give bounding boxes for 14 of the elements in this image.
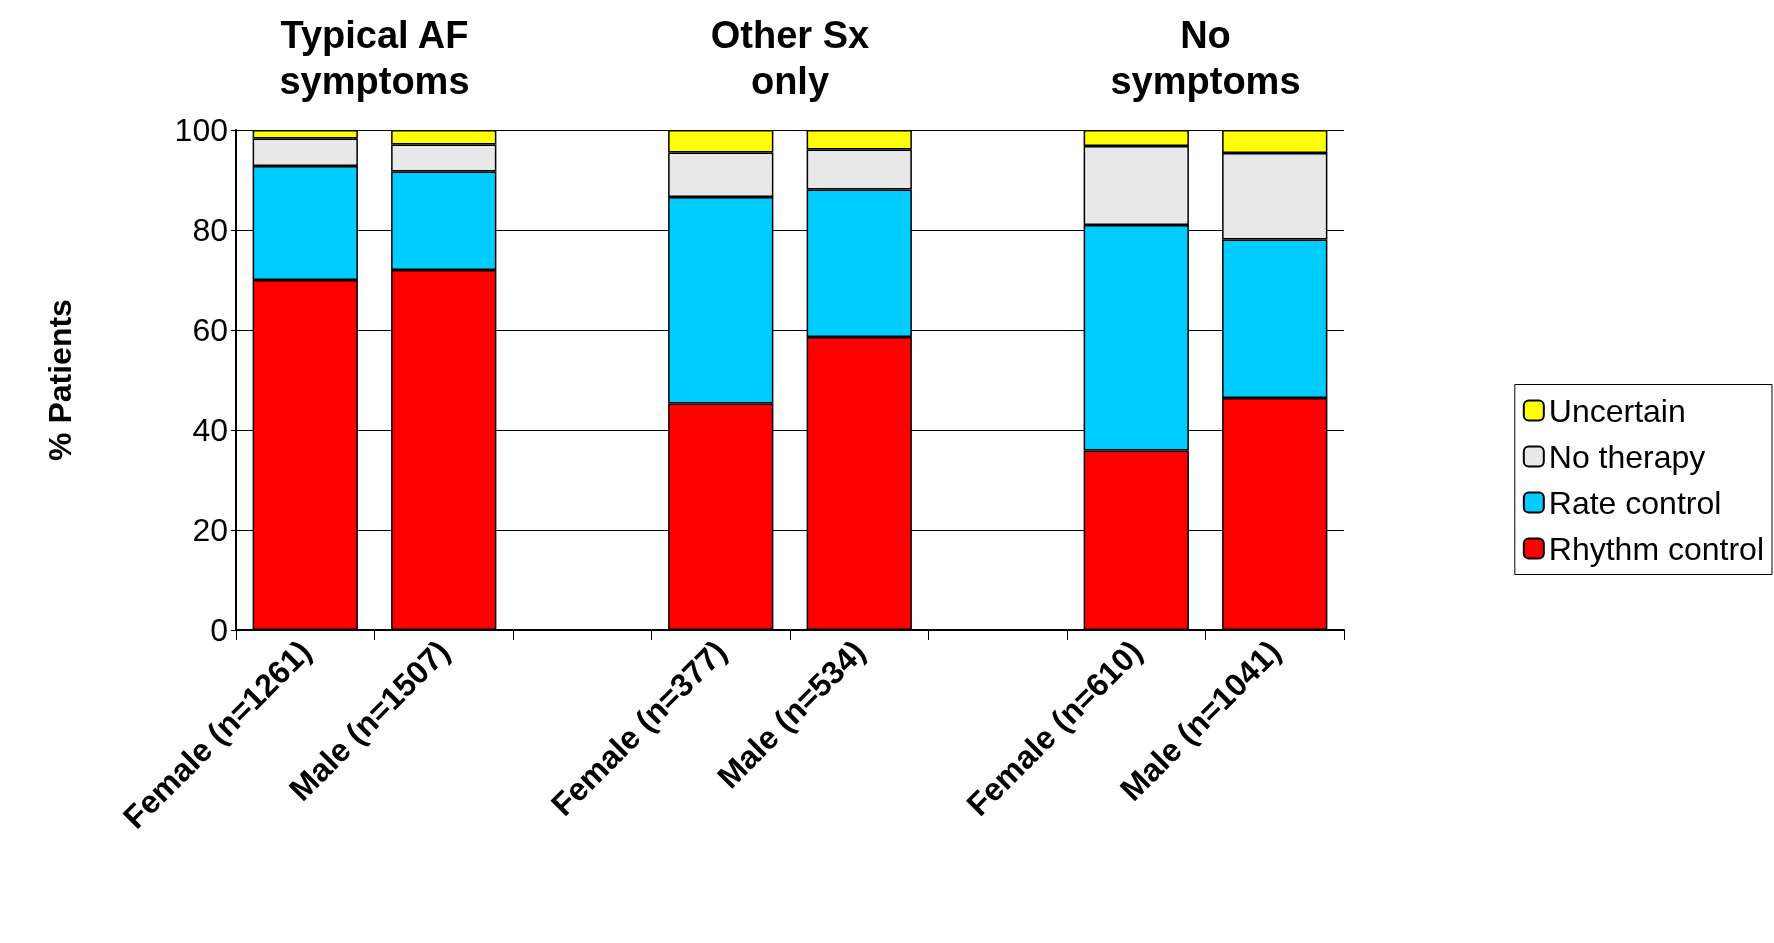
legend-label: Rhythm control [1548,530,1764,567]
y-tick-label: 40 [192,412,228,448]
text: No symptoms [1110,14,1301,102]
legend-label: No therapy [1548,438,1706,475]
text: Typical AF symptoms [279,14,470,102]
legend-label: Uncertain [1548,392,1686,429]
y-tick-label: 80 [192,212,228,248]
y-axis-title: % Patients [42,299,78,461]
y-tick-label: 0 [210,612,228,648]
legend-label: Rate control [1548,484,1722,521]
y-tick-label: 100 [174,112,228,148]
y-tick-label: 20 [192,512,228,548]
text: Other Sx only [710,14,870,102]
y-tick-label: 60 [192,312,228,348]
